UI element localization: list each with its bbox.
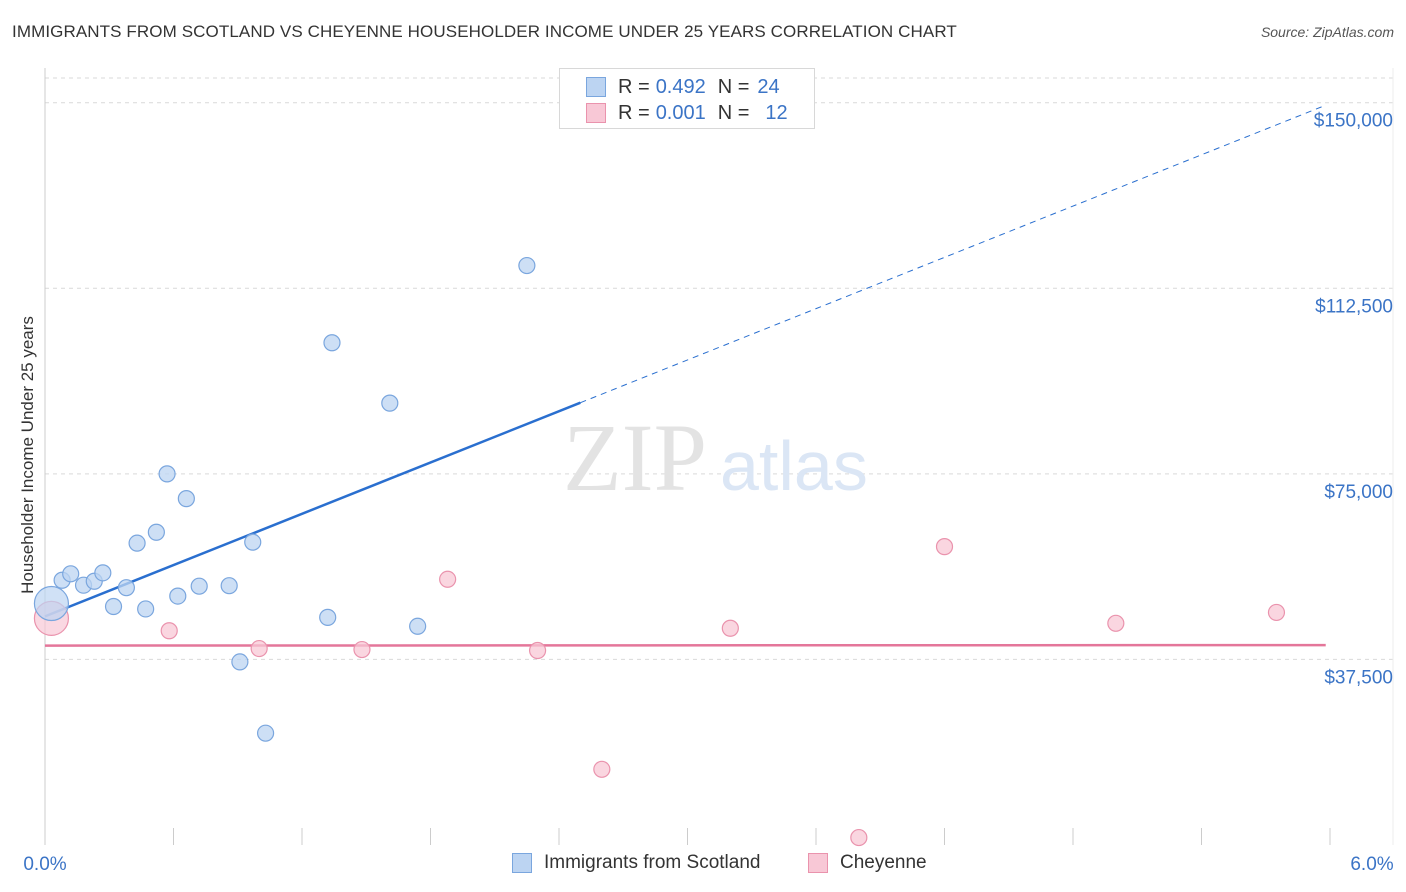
watermark: ZIP atlas	[563, 404, 868, 511]
n-value: 24	[757, 75, 780, 98]
cheyenne-point	[1267, 603, 1286, 622]
cheyenne-point	[160, 622, 178, 640]
legend-row-cheyenne: R = 0.001 N = 12	[586, 101, 788, 125]
scotland-point	[128, 534, 146, 552]
scotland-point	[94, 564, 112, 582]
legend-label: Cheyenne	[840, 852, 927, 873]
scotland-point	[244, 533, 262, 551]
source-label: Source: ZipAtlas.com	[1260, 24, 1394, 40]
scotland-point	[518, 256, 536, 275]
legend-item-cheyenne[interactable]: Cheyenne	[808, 852, 927, 874]
scotland-point	[231, 653, 249, 671]
x-tick-label: 0.0%	[23, 854, 66, 875]
grid-lines	[45, 77, 1393, 660]
x-tick-label: 6.0%	[1350, 854, 1393, 875]
legend-item-scotland[interactable]: Immigrants from Scotland	[512, 852, 760, 874]
y-tick-label: $112,500	[1315, 296, 1393, 317]
cheyenne-point	[528, 641, 547, 660]
n-label: N =	[717, 101, 750, 124]
scotland-point	[190, 577, 208, 595]
cheyenne-swatch	[808, 853, 828, 873]
scotland-trend-line	[44, 401, 581, 618]
data-points	[33, 256, 1286, 847]
scotland-point	[169, 587, 187, 605]
trend-lines	[44, 104, 1326, 647]
scotland-point	[409, 617, 427, 635]
scotland-swatch	[586, 77, 606, 97]
n-value: 12	[765, 101, 788, 124]
scotland-point	[147, 523, 165, 541]
scotland-point	[177, 490, 195, 508]
scotland-point	[104, 597, 123, 616]
r-value: 0.492	[655, 75, 706, 98]
series-legend: Immigrants from Scotland Cheyenne	[0, 852, 1406, 878]
scotland-point	[323, 334, 341, 352]
r-label: R =	[618, 101, 650, 124]
r-value: 0.001	[655, 101, 706, 124]
scotland-point	[381, 394, 399, 412]
scotland-point	[62, 565, 80, 583]
legend-row-scotland: R = 0.492 N = 24	[586, 75, 780, 99]
axes	[44, 68, 1394, 845]
cheyenne-point	[250, 639, 268, 658]
scotland-point	[117, 579, 135, 597]
scotland-point	[220, 577, 238, 595]
correlation-legend: R = 0.492 N = 24 R = 0.001 N = 12	[559, 68, 815, 129]
y-tick-label: $150,000	[1314, 111, 1393, 132]
cheyenne-point	[439, 570, 457, 588]
legend-label: Immigrants from Scotland	[544, 852, 761, 873]
watermark-atlas: atlas	[720, 427, 868, 505]
scotland-point	[33, 585, 70, 622]
cheyenne-swatch	[586, 103, 606, 123]
cheyenne-point	[1107, 614, 1125, 632]
cheyenne-point	[850, 828, 868, 847]
scotland-swatch	[512, 853, 532, 873]
chart-title: IMMIGRANTS FROM SCOTLAND VS CHEYENNE HOU…	[12, 22, 957, 41]
y-tick-labels: $37,500 $75,000 $112,500 $150,000	[1314, 111, 1393, 689]
scotland-point	[319, 608, 337, 626]
scotland-trend-extension	[580, 104, 1326, 404]
cheyenne-point	[593, 760, 611, 778]
scotland-point	[256, 724, 275, 742]
cheyenne-point	[935, 538, 954, 556]
y-tick-label: $75,000	[1324, 482, 1393, 503]
r-label: R =	[618, 75, 650, 98]
n-label: N =	[717, 75, 750, 98]
x-tick-labels: 0.0% 6.0%	[23, 854, 1393, 875]
cheyenne-point	[353, 640, 371, 659]
watermark-zip: ZIP	[563, 404, 707, 511]
y-tick-label: $37,500	[1324, 667, 1393, 688]
cheyenne-point	[721, 619, 739, 637]
scotland-point	[137, 600, 155, 618]
scotland-point	[158, 465, 176, 483]
